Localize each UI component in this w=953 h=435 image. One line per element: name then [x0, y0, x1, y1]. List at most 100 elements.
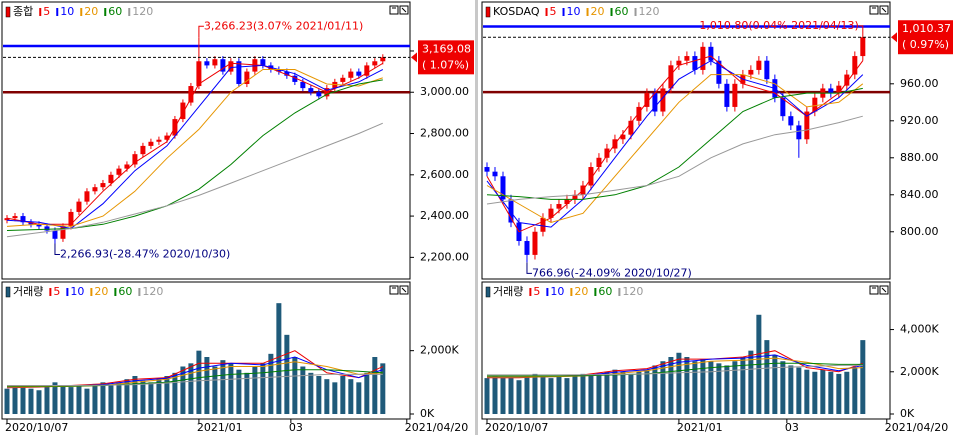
volume-bar [44, 385, 50, 414]
x-tick-label: 03 [785, 421, 799, 434]
ma-line [487, 362, 863, 377]
candle-body [308, 88, 314, 93]
y-tick-label: 2,800.00 [420, 127, 469, 140]
volume-bar [716, 363, 722, 414]
separator [475, 0, 478, 435]
legend-label: KOSDAQ [493, 5, 540, 18]
volume-bar [76, 385, 82, 414]
candle-body [652, 93, 658, 112]
candle-body [252, 59, 258, 72]
legend-swatch [90, 288, 93, 296]
panel [481, 1, 891, 280]
volume-bar [180, 366, 186, 414]
window-button-glyph [401, 287, 407, 293]
volume-bar [244, 372, 250, 414]
annotation: 3,266.23(3.07% 2021/01/11) [204, 19, 363, 32]
volume-bar [556, 376, 562, 414]
volume-bar [100, 382, 106, 414]
volume-bar [324, 379, 330, 414]
volume-bar [612, 369, 618, 414]
legend-swatch [618, 288, 621, 296]
volume-bar [636, 371, 642, 414]
candle-body [52, 230, 58, 239]
volume-bar [804, 369, 810, 414]
candle-body [780, 97, 786, 117]
volume-bar [732, 361, 738, 414]
volume-bar [36, 390, 42, 414]
volume-bar [788, 365, 794, 414]
candle-body [676, 60, 682, 66]
candle-body [548, 208, 554, 218]
annotation-leader [54, 243, 60, 256]
candle-body [636, 106, 642, 121]
legend-entry: 60 [615, 5, 629, 18]
volume-bar [836, 373, 842, 414]
legend-swatch [56, 8, 59, 16]
volume-bar [260, 363, 266, 414]
candle-body [372, 61, 378, 66]
candle-body [124, 164, 130, 169]
plot [484, 314, 866, 414]
candle-body [156, 139, 162, 142]
candle-body [756, 60, 762, 70]
volume-bar [820, 369, 826, 414]
volume-bar [220, 360, 226, 414]
legend-icon [485, 286, 491, 298]
candle-body [300, 81, 306, 89]
volume-bar [4, 388, 10, 414]
candle-body [708, 46, 714, 61]
volume-bar [500, 378, 506, 414]
volume-bar [492, 376, 498, 414]
legend-swatch [66, 288, 69, 296]
y-tick-label: 920.00 [900, 114, 939, 127]
y-tick-label: 0K [900, 407, 915, 420]
candle-body [116, 168, 122, 175]
window-button-glyph [881, 287, 887, 293]
ma-line [487, 364, 863, 376]
candle-body [692, 56, 698, 70]
volume-bar [148, 382, 154, 414]
volume-bar [700, 359, 706, 414]
candle-body [812, 97, 818, 112]
candle-body [564, 199, 570, 205]
candle-body [284, 71, 290, 76]
candle-body [212, 59, 218, 66]
candle-body [748, 69, 754, 75]
volume-bar [748, 350, 754, 414]
candle-body [180, 102, 186, 120]
ma-line [486, 115, 863, 205]
volume-bar [604, 371, 610, 414]
legend-swatch [80, 8, 83, 16]
candle-body [500, 176, 506, 200]
ma-line [6, 69, 383, 227]
volume-bar [596, 373, 602, 414]
legend-swatch [529, 288, 532, 296]
volume-bar [668, 357, 674, 414]
volume-bar [860, 340, 866, 414]
candle-body [716, 60, 722, 84]
y-tick-label: 2,600.00 [420, 168, 469, 181]
legend-entry: 5 [550, 5, 557, 18]
candle-body [364, 65, 370, 76]
volume-bar [564, 378, 570, 414]
legend-entry: 120 [622, 285, 643, 298]
y-tick-label: 2,200.00 [420, 250, 469, 263]
legend-entry: 5 [53, 285, 60, 298]
legend-entry: 10 [550, 285, 564, 298]
volume-bar [156, 379, 162, 414]
legend-entry: 60 [118, 285, 132, 298]
legend-entry: 10 [60, 5, 74, 18]
volume-bar [204, 357, 210, 414]
annotation: 1,010.80(0.04% 2021/04/13) [699, 19, 858, 32]
candle-body [628, 120, 634, 135]
last-price-label: 3,169.08 [422, 42, 471, 55]
candle-body [724, 83, 730, 107]
volume-bar [188, 363, 194, 414]
volume-bar [268, 353, 274, 414]
volume-bar [52, 382, 58, 414]
last-price-pointer [411, 52, 417, 63]
legend-entry: 120 [142, 285, 163, 298]
candle-body [380, 57, 386, 62]
x-tick-label: 2021/04/20 [405, 421, 468, 434]
volume-bar [660, 361, 666, 414]
